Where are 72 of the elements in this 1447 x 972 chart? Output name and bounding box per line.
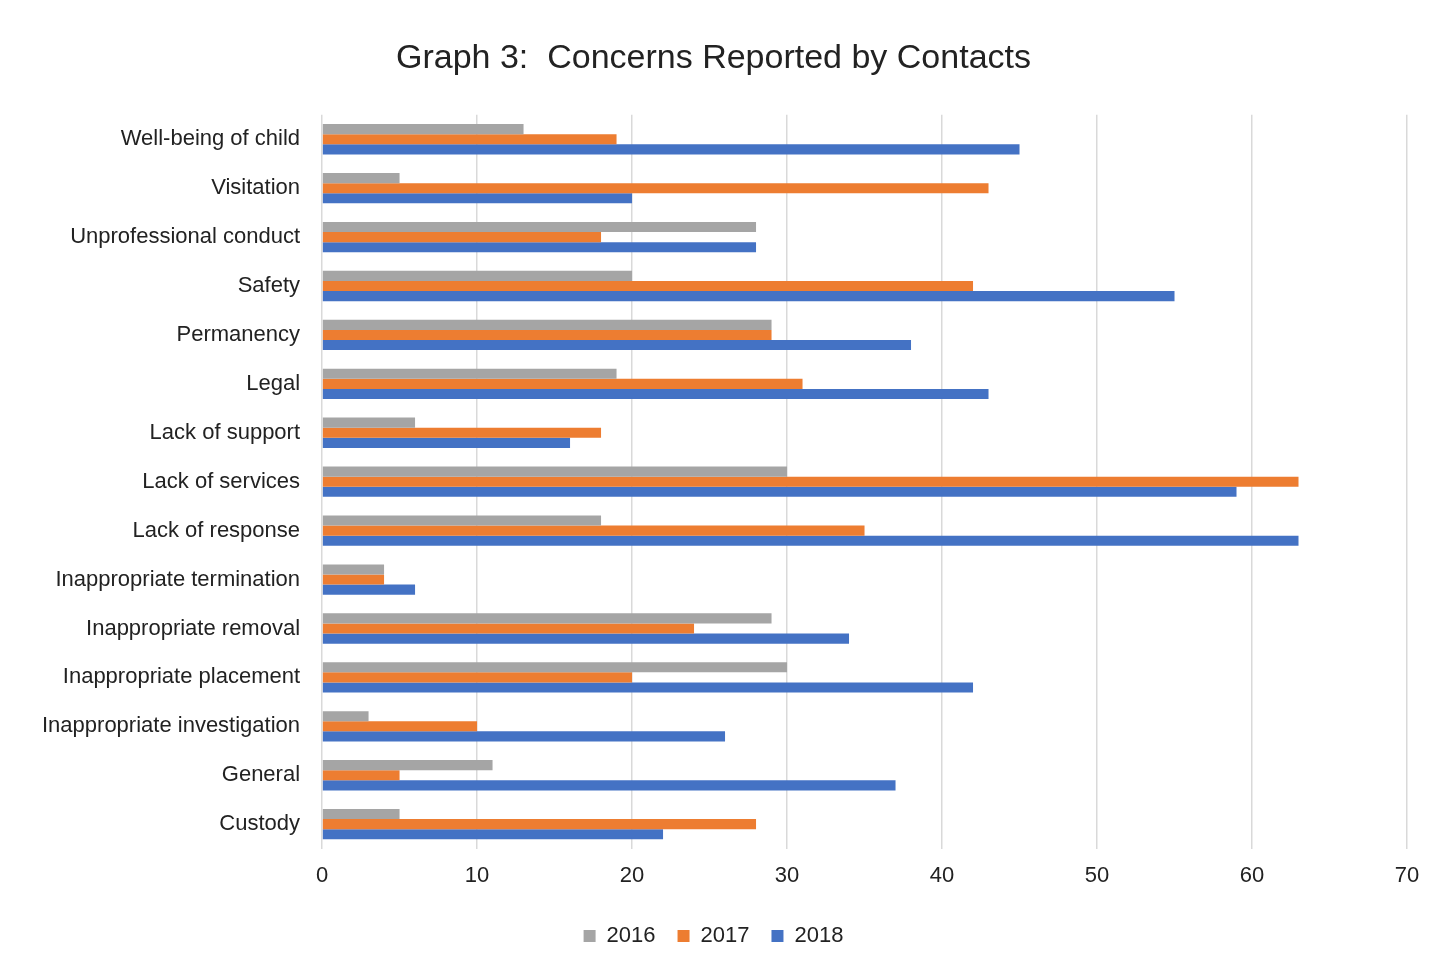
bar [322,221,757,233]
x-tick-label: 20 [619,861,645,887]
bar [322,829,664,840]
bar [322,368,617,379]
bar [322,466,788,477]
bar [322,134,617,145]
y-tick-label: Safety [237,272,301,298]
bar [322,731,726,742]
bar [322,662,788,673]
bar [322,280,974,292]
bar [322,319,772,330]
x-tick-label: 10 [464,861,490,887]
bar [322,672,633,683]
bar [322,476,1299,487]
bar [322,388,989,400]
bar [322,242,757,253]
y-tick-label: Permanency [176,321,301,346]
y-tick-label: Lack of services [142,467,301,493]
bar [322,711,369,722]
bar [322,291,1175,302]
x-tick-label: 50 [1084,861,1110,887]
bar [322,721,478,732]
x-tick-label: 40 [929,861,955,887]
x-tick-label: 60 [1239,861,1265,887]
y-tick-label: Visitation [211,174,301,200]
bar [322,486,1237,497]
x-tick-label: 30 [774,861,800,887]
bar [322,682,974,693]
bar [322,770,400,781]
x-tick-label: 70 [1394,861,1420,887]
y-tick-label: Lack of response [132,516,301,542]
bar [322,183,989,194]
bar [322,173,400,184]
y-tick-label: Custody [219,810,301,836]
bar [322,515,602,526]
bar [322,780,896,791]
chart-title: Graph 3: Concerns Reported by Contacts [396,36,1031,75]
x-tick-label: 0 [315,861,329,887]
bar [322,437,571,448]
bar [322,564,385,575]
bar [322,584,416,595]
bar [322,808,400,820]
bar [322,193,633,204]
y-tick-label: General [221,761,301,787]
bar [322,525,865,536]
y-tick-label: Lack of support [149,418,301,444]
y-tick-label: Well-being of child [120,125,301,151]
bar [322,623,695,634]
bar [322,124,524,135]
y-tick-label: Inappropriate investigation [42,712,301,738]
legend-label: 2017 [700,922,750,948]
bar [322,232,602,243]
y-tick-label: Unprofessional conduct [70,223,301,249]
legend-label: 2018 [794,922,844,948]
y-tick-label: Inappropriate termination [55,565,301,591]
bar [322,633,850,644]
bar [322,574,385,585]
bar [322,613,772,624]
bar [322,819,757,830]
y-tick-label: Inappropriate removal [86,614,301,640]
y-tick-label: Legal [246,369,301,395]
bar [322,535,1299,546]
y-tick-label: Inappropriate placement [62,663,301,689]
bar [322,270,633,281]
bar [322,329,772,340]
bar [322,760,493,771]
bar [322,144,1020,155]
bar [322,427,602,438]
bar [322,417,416,428]
legend-label: 2016 [606,922,656,948]
bar [322,340,912,351]
bar [322,378,803,389]
